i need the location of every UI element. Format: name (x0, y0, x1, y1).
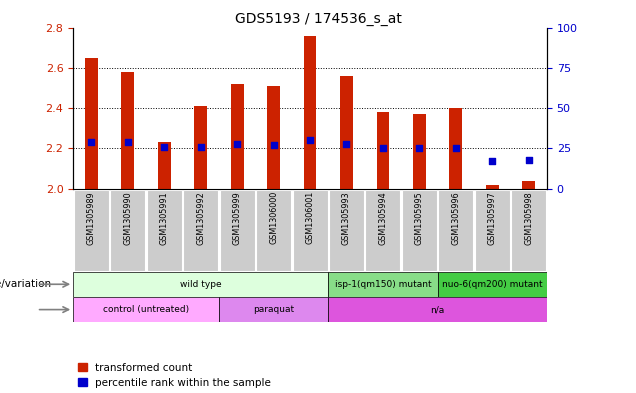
Text: paraquat: paraquat (253, 305, 294, 314)
FancyBboxPatch shape (256, 189, 291, 271)
Bar (438, 272, 547, 297)
Point (414, 145, 424, 152)
Text: GSM1305992: GSM1305992 (197, 191, 205, 245)
Point (268, 142, 279, 148)
FancyBboxPatch shape (74, 189, 109, 271)
Bar (328, 272, 438, 297)
Bar (328, 297, 547, 322)
FancyBboxPatch shape (293, 189, 328, 271)
Point (487, 158, 497, 164)
FancyBboxPatch shape (366, 189, 401, 271)
FancyBboxPatch shape (147, 189, 182, 271)
Text: GSM1305999: GSM1305999 (233, 191, 242, 245)
Bar (450, 108, 462, 189)
Text: n/a: n/a (431, 305, 445, 314)
Bar (231, 84, 244, 189)
Bar (73, 272, 328, 297)
FancyBboxPatch shape (329, 189, 364, 271)
Text: GSM1305997: GSM1305997 (488, 191, 497, 245)
Text: GSM1305990: GSM1305990 (123, 191, 132, 245)
Bar (303, 36, 317, 189)
Point (232, 140, 242, 147)
Point (159, 144, 169, 150)
Text: nuo-6(qm200) mutant: nuo-6(qm200) mutant (442, 280, 543, 289)
Text: GSM1305993: GSM1305993 (342, 191, 351, 245)
Bar (195, 106, 207, 189)
Text: GSM1305998: GSM1305998 (524, 191, 533, 245)
Bar (73, 297, 219, 322)
Point (86, 139, 97, 145)
Point (342, 140, 352, 147)
Text: wild type: wild type (180, 280, 221, 289)
Bar (413, 114, 425, 189)
Text: GDS5193 / 174536_s_at: GDS5193 / 174536_s_at (235, 12, 401, 26)
Bar (377, 112, 389, 189)
Text: GSM1306001: GSM1306001 (305, 191, 315, 244)
Bar (267, 86, 280, 189)
Bar (85, 58, 98, 189)
Point (123, 139, 133, 145)
FancyBboxPatch shape (475, 189, 510, 271)
Text: GSM1305994: GSM1305994 (378, 191, 387, 245)
Text: GSM1306000: GSM1306000 (269, 191, 278, 244)
Bar (219, 297, 328, 322)
Point (305, 137, 315, 143)
Legend: transformed count, percentile rank within the sample: transformed count, percentile rank withi… (78, 363, 271, 388)
Bar (340, 76, 353, 189)
FancyBboxPatch shape (183, 189, 218, 271)
Bar (486, 185, 499, 189)
Text: GSM1305991: GSM1305991 (160, 191, 169, 245)
Point (451, 145, 461, 152)
Bar (522, 181, 535, 189)
Bar (121, 72, 134, 189)
FancyBboxPatch shape (438, 189, 473, 271)
FancyBboxPatch shape (511, 189, 546, 271)
Text: GSM1305996: GSM1305996 (452, 191, 460, 245)
FancyBboxPatch shape (402, 189, 437, 271)
Text: isp-1(qm150) mutant: isp-1(qm150) mutant (335, 280, 431, 289)
Text: GSM1305989: GSM1305989 (87, 191, 96, 245)
Bar (158, 142, 170, 189)
Text: genotype/variation: genotype/variation (0, 279, 52, 289)
Point (196, 144, 206, 150)
FancyBboxPatch shape (219, 189, 254, 271)
FancyBboxPatch shape (110, 189, 145, 271)
Text: GSM1305995: GSM1305995 (415, 191, 424, 245)
Text: control (untreated): control (untreated) (103, 305, 189, 314)
Point (523, 156, 534, 163)
Point (378, 145, 388, 152)
